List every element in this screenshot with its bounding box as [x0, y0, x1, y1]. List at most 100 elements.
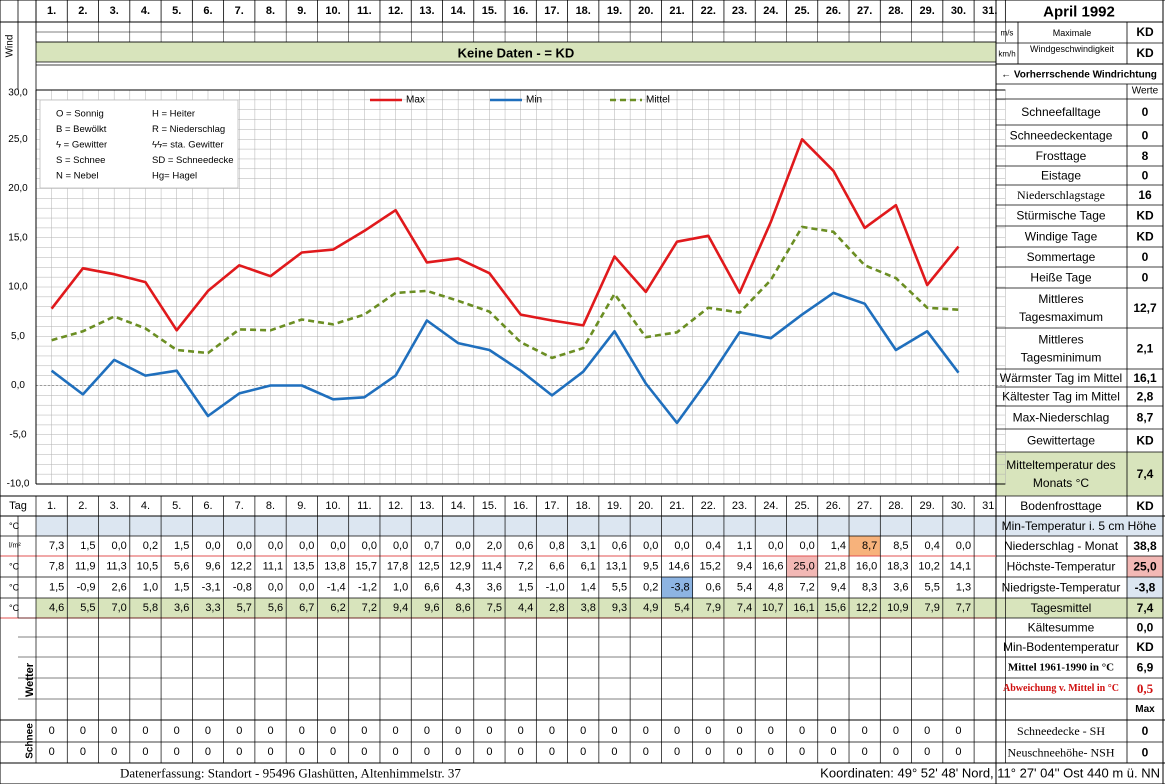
legend-symbol-right: Hg= Hagel [152, 171, 197, 182]
snow-cell-0-11: 0 [361, 725, 367, 737]
y-tick-label: -5,0 [9, 429, 27, 440]
lower-tagesmittel-band [996, 598, 1163, 618]
stat-label-7: Sommertage [1027, 250, 1096, 264]
snow-cell-1-9: 0 [299, 746, 305, 758]
lower-stat-label-0: Min-Temperatur i. 5 cm Höhe [1002, 519, 1157, 533]
werte-label: Werte [1132, 86, 1159, 97]
table-cell-3-28: 3,6 [893, 582, 908, 594]
tagesmittel-band [36, 598, 1006, 618]
chart-grid [35, 89, 1006, 485]
snow-cell-1-25: 0 [799, 746, 805, 758]
table-cell-4-15: 7,5 [487, 602, 502, 614]
header-day-22: 22. [701, 5, 716, 17]
table-day-25: 25. [794, 500, 809, 512]
lower-min-temp-highlight [1127, 577, 1163, 598]
unit-ms: m/s [1001, 29, 1014, 38]
table-cell-3-12: 1,0 [393, 582, 408, 594]
snow-cell-0-12: 0 [393, 725, 399, 737]
table-cell-2-28: 18,3 [887, 561, 908, 573]
stat-value-11: 16,1 [1133, 371, 1157, 385]
stat-label-15-line1: Mitteltemperatur des [1006, 458, 1115, 472]
snow-cell-0-9: 0 [299, 725, 305, 737]
stat-label-14: Gewittertage [1027, 434, 1095, 448]
table-cell-3-16: 1,5 [518, 582, 533, 594]
stat-label-12: Kältester Tag im Mittel [1002, 390, 1120, 404]
snow-cell-0-1: 0 [49, 725, 55, 737]
table-cell-1-2: 1,5 [80, 540, 95, 552]
table-cell-1-20: 0,0 [643, 540, 658, 552]
y-tick-label: -10,0 [7, 479, 30, 490]
legend-symbol-left: B = Bewölkt [56, 124, 107, 135]
table-cell-3-1: 1,5 [49, 582, 64, 594]
snow-cell-0-14: 0 [455, 725, 461, 737]
temperature-chart [39, 98, 960, 425]
stat-value-0: 0 [1142, 105, 1149, 119]
table-cell-1-29: 0,4 [925, 540, 940, 552]
legend-symbol-left: ϟ = Gewitter [56, 140, 107, 151]
table-cell-1-4: 0,2 [143, 540, 158, 552]
snow-cell-0-16: 0 [518, 725, 524, 737]
table-day-23: 23. [732, 500, 747, 512]
table-cell-4-12: 9,4 [393, 602, 408, 614]
snow-cell-0-7: 0 [236, 725, 242, 737]
lower-stat-value-6: KD [1136, 640, 1154, 654]
lower-stat-value-5: 0,0 [1137, 621, 1154, 635]
table-day-16: 16. [513, 500, 528, 512]
table-cell-3-8: 0,0 [268, 582, 283, 594]
table-cell-4-27: 12,2 [856, 602, 877, 614]
stat-value-14: KD [1136, 434, 1154, 448]
series-line-mittel [51, 225, 959, 360]
lower-stat-label-3: Niedrigste-Temperatur [1002, 581, 1121, 595]
table-cell-3-3: 2,6 [112, 582, 127, 594]
stat-label-10-line1: Mittleres [1038, 333, 1083, 347]
table-day-30: 30. [951, 500, 966, 512]
table-cell-1-19: 0,6 [612, 540, 627, 552]
snow-cell-1-8: 0 [267, 746, 273, 758]
y-tick-label: 0,0 [11, 380, 25, 391]
header-day-6: 6. [203, 5, 212, 17]
snow-cell-0-15: 0 [486, 725, 492, 737]
table-cell-4-1: 4,6 [49, 602, 64, 614]
max-wind-ms-value: KD [1136, 25, 1154, 39]
table-cell-1-6: 0,0 [205, 540, 220, 552]
snow-cell-1-20: 0 [643, 746, 649, 758]
header-day-5: 5. [172, 5, 181, 17]
table-cell-4-10: 6,2 [330, 602, 345, 614]
table-cell-3-23: 5,4 [737, 582, 752, 594]
snow-cell-0-26: 0 [830, 725, 836, 737]
snow-cell-1-7: 0 [236, 746, 242, 758]
table-day-24: 24. [763, 500, 778, 512]
table-day-18: 18. [576, 500, 591, 512]
snow-cell-1-30: 0 [955, 746, 961, 758]
table-day-14: 14. [450, 500, 465, 512]
table-cell-1-5: 1,5 [174, 540, 189, 552]
max-wind-label-1: Maximale [1053, 28, 1092, 38]
table-cell-3-13: 6,6 [424, 582, 439, 594]
stat-label-15-line2: Monats °C [1033, 476, 1089, 490]
table-cell-3-5: 1,5 [174, 582, 189, 594]
snow-cell-0-17: 0 [549, 725, 555, 737]
table-cell-3-15: 3,6 [487, 582, 502, 594]
table-cell-2-16: 7,2 [518, 561, 533, 573]
table-day-4: 4. [141, 500, 150, 512]
table-cell-2-19: 13,1 [606, 561, 627, 573]
stat-label-10-line2: Tagesminimum [1021, 351, 1102, 365]
table-cell-1-13: 0,7 [424, 540, 439, 552]
series-line-min [50, 291, 960, 425]
table-cell-1-18: 3,1 [581, 540, 596, 552]
snow-cell-1-5: 0 [174, 746, 180, 758]
table-cell-1-9: 0,0 [299, 540, 314, 552]
y-tick-label: 10,0 [8, 282, 28, 293]
header-day-30: 30. [951, 5, 966, 17]
snow-cell-0-25: 0 [799, 725, 805, 737]
table-cell-4-9: 6,7 [299, 602, 314, 614]
header-day-12: 12. [388, 5, 403, 17]
stat-value-5: KD [1136, 209, 1154, 223]
table-day-21: 21. [669, 500, 684, 512]
table-cell-3-10: -1,4 [327, 582, 346, 594]
table-day-2: 2. [78, 500, 87, 512]
snow-cell-0-30: 0 [955, 725, 961, 737]
table-day-9: 9. [297, 500, 306, 512]
table-cell-4-11: 7,2 [362, 602, 377, 614]
stat-label-13: Max-Niederschlag [1013, 411, 1110, 425]
